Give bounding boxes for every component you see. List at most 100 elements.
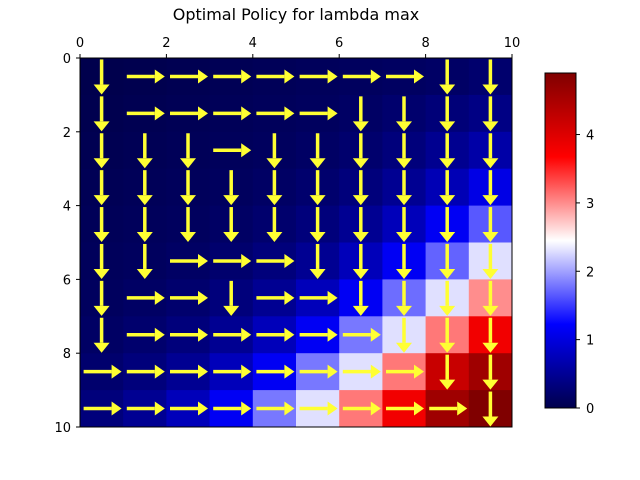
arrow-down-icon <box>136 133 153 169</box>
arrow-right-icon <box>256 401 295 416</box>
arrow-right-icon <box>170 69 208 84</box>
arrow-down-icon <box>439 170 456 206</box>
arrow-down-icon <box>396 96 412 132</box>
y-tick-label: 6 <box>63 273 71 288</box>
arrow-down-icon <box>266 133 283 169</box>
arrow-down-icon <box>309 170 326 206</box>
colorbar <box>544 72 577 409</box>
y-axis: 0 2 4 6 8 10 <box>54 52 80 436</box>
arrow-right-icon <box>299 327 338 342</box>
arrow-right-icon <box>213 327 252 342</box>
arrow-right-icon <box>256 327 295 342</box>
arrow-down-icon <box>482 96 499 132</box>
arrow-down-icon <box>439 96 456 132</box>
arrow-down-icon <box>180 207 196 243</box>
arrow-right-icon <box>213 401 252 416</box>
arrow-right-icon <box>342 364 381 379</box>
arrow-right-icon <box>170 401 208 416</box>
colorbar-tick-label: 4 <box>586 129 594 144</box>
arrow-right-icon <box>213 69 252 84</box>
arrow-right-icon <box>83 364 122 379</box>
arrow-down-icon <box>439 317 456 353</box>
arrow-down-icon <box>396 170 412 206</box>
arrow-right-icon <box>126 106 165 121</box>
arrow-right-icon <box>342 69 381 84</box>
x-axis-top: 0 2 4 6 8 10 <box>76 36 520 58</box>
arrow-right-icon <box>429 401 468 416</box>
arrow-right-icon <box>342 327 381 342</box>
arrow-down-icon <box>396 280 412 316</box>
arrow-down-icon <box>180 133 196 169</box>
arrow-down-icon <box>482 170 499 206</box>
colorbar-tick-label: 3 <box>586 197 594 212</box>
arrow-down-icon <box>439 354 456 390</box>
arrow-right-icon <box>126 69 165 84</box>
arrow-down-icon <box>482 133 499 169</box>
arrow-down-icon <box>309 207 326 243</box>
arrow-right-icon <box>299 364 338 379</box>
y-tick-label: 10 <box>54 421 71 436</box>
y-tick-label: 2 <box>63 126 71 141</box>
plot-frame <box>79 57 513 428</box>
arrow-right-icon <box>256 364 295 379</box>
chart-title: Optimal Policy for lambda max <box>173 5 419 24</box>
arrow-down-icon <box>93 243 110 279</box>
arrow-right-icon <box>126 290 165 305</box>
arrow-right-icon <box>386 69 424 84</box>
arrow-right-icon <box>256 106 295 121</box>
arrow-right-icon <box>170 364 208 379</box>
arrow-down-icon <box>93 133 110 169</box>
arrow-right-icon <box>170 290 208 305</box>
arrow-right-icon <box>256 253 295 268</box>
x-tick-label: 10 <box>504 36 521 51</box>
arrow-right-icon <box>126 401 165 416</box>
x-tick-label: 0 <box>76 36 84 51</box>
x-tick-label: 6 <box>335 36 343 51</box>
arrow-down-icon <box>136 207 153 243</box>
arrow-down-icon <box>136 170 153 206</box>
arrow-right-icon <box>299 290 338 305</box>
arrow-down-icon <box>439 133 456 169</box>
arrow-down-icon <box>223 280 240 316</box>
arrow-down-icon <box>352 96 369 132</box>
arrow-down-icon <box>223 207 240 243</box>
arrow-down-icon <box>439 59 456 95</box>
arrow-down-icon <box>482 243 499 279</box>
arrow-right-icon <box>342 401 381 416</box>
arrow-down-icon <box>93 96 110 132</box>
arrow-down-icon <box>482 207 499 243</box>
arrow-down-icon <box>482 59 499 95</box>
colorbar-axis: 0 1 2 3 4 <box>576 129 594 417</box>
arrow-down-icon <box>439 243 456 279</box>
x-tick-label: 8 <box>421 36 429 51</box>
arrow-down-icon <box>93 280 110 316</box>
colorbar-tick-label: 2 <box>586 265 594 280</box>
arrow-right-icon <box>126 327 165 342</box>
colorbar-tick-label: 1 <box>586 334 594 349</box>
arrow-down-icon <box>93 207 110 243</box>
arrow-right-icon <box>386 364 424 379</box>
y-tick-label: 0 <box>63 52 71 67</box>
arrow-down-icon <box>136 243 153 279</box>
arrow-down-icon <box>93 317 110 353</box>
arrow-down-icon <box>439 280 456 316</box>
arrow-right-icon <box>170 253 208 268</box>
arrow-right-icon <box>299 69 338 84</box>
x-tick-label: 2 <box>162 36 170 51</box>
arrow-down-icon <box>352 280 369 316</box>
arrow-down-icon <box>93 170 110 206</box>
arrow-down-icon <box>309 243 326 279</box>
arrow-right-icon <box>256 69 295 84</box>
y-tick-label: 8 <box>63 347 71 362</box>
arrow-down-icon <box>396 317 412 353</box>
arrow-right-icon <box>126 364 165 379</box>
arrow-down-icon <box>93 59 110 95</box>
colorbar-tick-label: 0 <box>586 402 594 417</box>
policy-arrows <box>83 59 499 427</box>
arrow-down-icon <box>352 207 369 243</box>
arrow-down-icon <box>309 133 326 169</box>
arrow-right-icon <box>213 106 252 121</box>
y-tick-label: 4 <box>63 200 71 215</box>
arrow-down-icon <box>396 133 412 169</box>
arrow-down-icon <box>396 243 412 279</box>
